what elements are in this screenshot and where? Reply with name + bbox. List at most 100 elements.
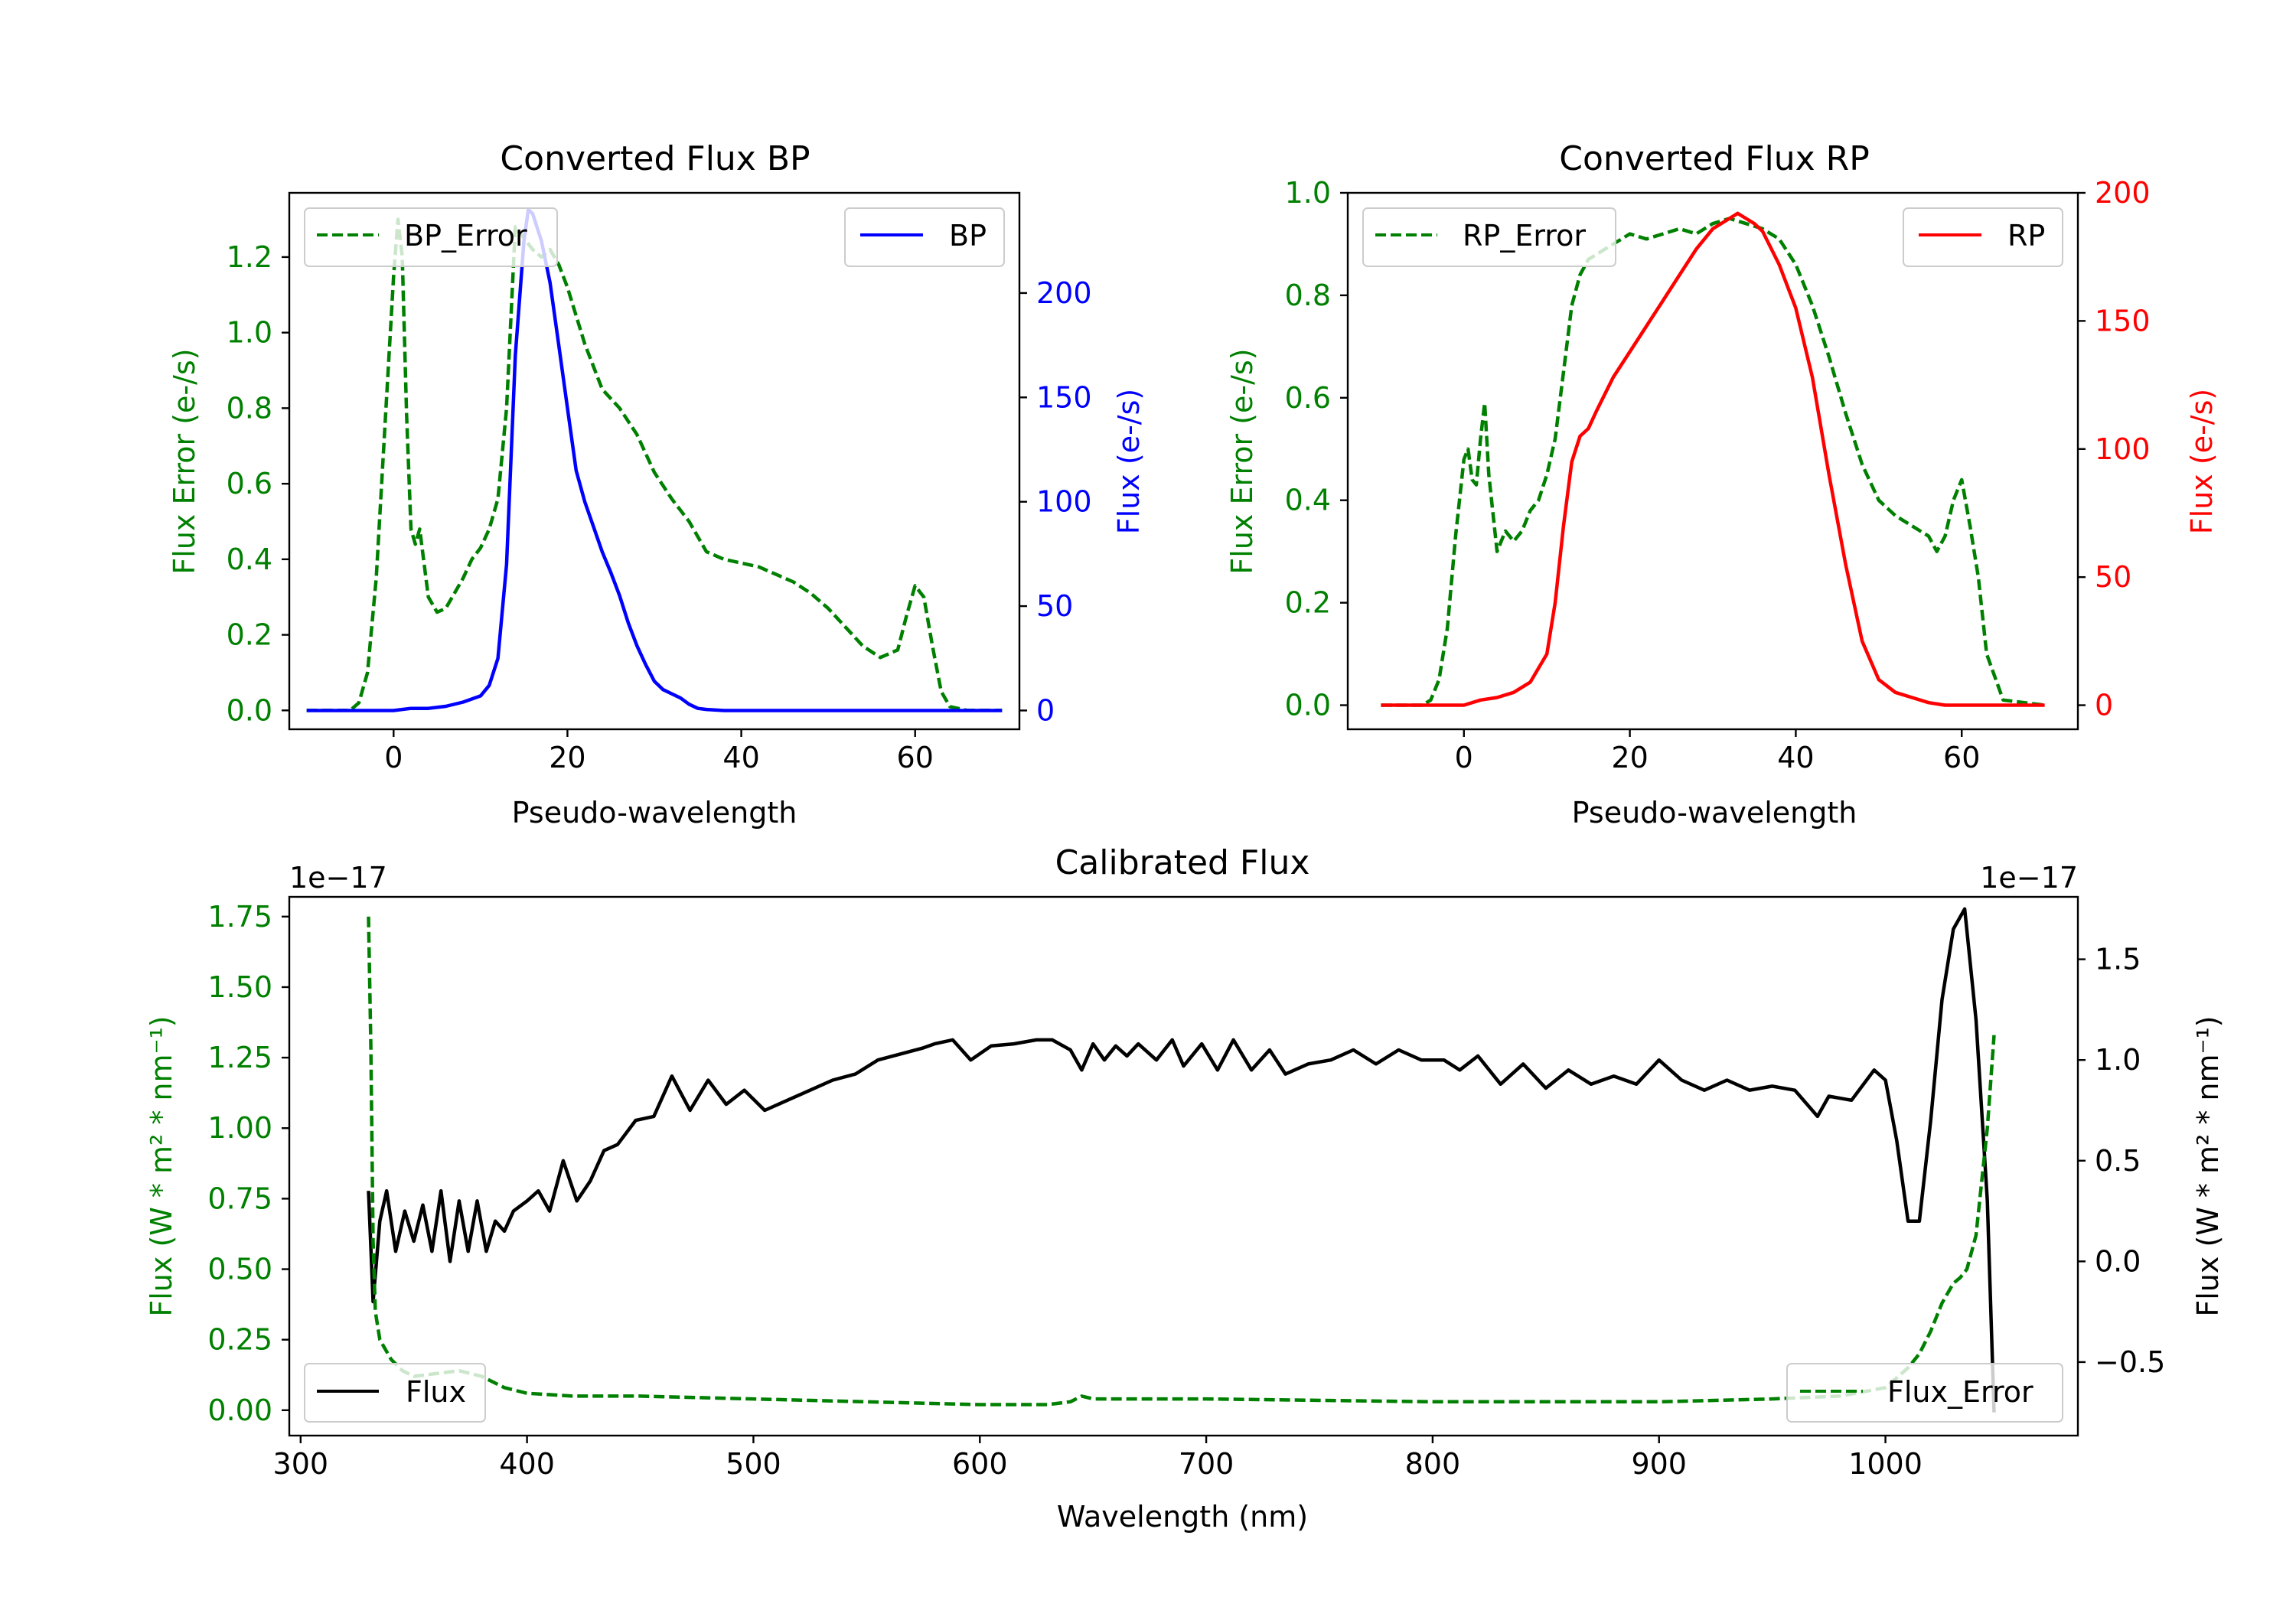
rp-legend-right-box — [1903, 207, 2063, 267]
bp-x-ticks: 0 20 40 60 — [384, 729, 934, 774]
cal-y-left-tick-label: 1.25 — [207, 1041, 272, 1074]
bp-y-left-ticks: 0.0 0.2 0.4 0.6 0.8 1.0 1.2 — [227, 240, 289, 727]
bp-y-right-tick-label: 50 — [1036, 589, 1073, 623]
calibrated-flux-legend-label: Flux — [406, 1375, 466, 1409]
calibrated-chart-panel: Calibrated Flux 1e−17 1e−17 300 400 500 600… — [145, 843, 2225, 1534]
rp-y-left-tick-label: 0.6 — [1285, 381, 1331, 415]
cal-y-left-tick-label: 0.50 — [207, 1253, 272, 1286]
cal-y-left-tick-label: 0.25 — [207, 1323, 272, 1357]
bp-y-left-axis-label: Flux Error (e-/s) — [168, 348, 201, 574]
cal-y-left-tick-label: 0.75 — [207, 1182, 272, 1215]
bp-chart-title: Converted Flux BP — [500, 139, 810, 178]
bp-x-axis-label: Pseudo-wavelength — [512, 796, 797, 830]
bp-chart-panel: Converted Flux BP 0 20 40 60 0.00.20.40.60.… — [168, 139, 1146, 830]
calibrated-chart-title: Calibrated Flux — [1055, 843, 1310, 882]
cal-series-flux — [367, 907, 1996, 1413]
cal-x-tick-label: 600 — [952, 1447, 1008, 1481]
rp-y-right-tick-label: 100 — [2095, 432, 2151, 466]
rp-y-right-ticks: 0 50 100 150 200 — [2078, 176, 2151, 722]
rp-y-left-ticks: 0.0 0.2 0.4 0.6 0.8 1.0 — [1285, 176, 1348, 722]
bp-y-right-tick-label: 100 — [1036, 485, 1092, 519]
bp-legend-right: BP — [844, 207, 1005, 267]
bp-y-right-tick-label: 0 — [1036, 693, 1055, 727]
cal-y-left-tick-label: 1.75 — [207, 900, 272, 934]
cal-x-tick-label: 400 — [499, 1447, 555, 1481]
rp-y-left-tick-label: 0.4 — [1285, 484, 1331, 517]
bp-y-left-tick-label: 1.2 — [227, 240, 272, 274]
rp-x-tick-label: 20 — [1611, 741, 1648, 774]
calibrated-error-legend-label: Flux_Error — [1887, 1375, 2033, 1409]
rp-y-right-axis-label: Flux (e-/s) — [2185, 389, 2219, 534]
rp-x-axis-label: Pseudo-wavelength — [1572, 796, 1857, 830]
bp-y-right-axis-label: Flux (e-/s) — [1112, 389, 1146, 534]
calibrated-left-offset-label: 1e−17 — [289, 861, 387, 895]
cal-y-right-tick-label: 0.5 — [2095, 1144, 2141, 1178]
bp-x-tick-label: 40 — [722, 741, 759, 774]
calibrated-y-right-axis-label: Flux (W * m² * nm⁻¹) — [2191, 1015, 2225, 1316]
rp-x-tick-label: 0 — [1455, 741, 1473, 774]
bp-y-left-tick-label: 0.8 — [227, 391, 272, 425]
rp-y-left-tick-label: 0.8 — [1285, 279, 1331, 312]
rp-y-right-tick-label: 50 — [2095, 560, 2131, 594]
rp-y-right-tick-label: 150 — [2095, 304, 2151, 337]
rp-y-right-tick-label: 0 — [2095, 689, 2113, 722]
rp-y-left-tick-label: 0.0 — [1285, 689, 1331, 722]
rp-legend-right: RP — [1903, 207, 2063, 267]
bp-error-legend-label: BP_Error — [404, 219, 527, 253]
bp-legend-left-box — [304, 207, 558, 267]
bp-x-tick-label: 0 — [384, 741, 403, 774]
cal-y-left-tick-label: 1.50 — [207, 970, 272, 1004]
cal-y-right-tick-label: 1.5 — [2095, 943, 2141, 976]
calibrated-y-left-axis-label: Flux (W * m² * nm⁻¹) — [145, 1015, 178, 1316]
cal-x-tick-label: 1000 — [1848, 1447, 1923, 1481]
calibrated-legend-right-box — [1786, 1363, 2063, 1423]
calibrated-x-ticks: 300 400 500 600 700 800 900 1000 — [273, 1436, 1923, 1481]
bp-y-right-tick-label: 150 — [1036, 380, 1092, 414]
cal-x-tick-label: 500 — [726, 1447, 781, 1481]
calibrated-y-left-ticks: 0.00 0.25 0.50 0.75 1.00 1.25 1.50 1.75 — [207, 900, 289, 1427]
rp-chart-panel: Converted Flux RP 0 20 40 60 0.00.20.40.60.… — [1225, 139, 2219, 830]
cal-x-tick-label: 700 — [1179, 1447, 1234, 1481]
bp-series-bp — [306, 207, 1003, 712]
cal-y-right-tick-label: −0.5 — [2095, 1345, 2165, 1379]
rp-error-legend-label: RP_Error — [1463, 219, 1586, 253]
rp-x-tick-label: 40 — [1777, 741, 1814, 774]
cal-x-tick-label: 800 — [1405, 1447, 1461, 1481]
cal-y-right-tick-label: 1.0 — [2095, 1043, 2141, 1077]
calibrated-right-offset-label: 1e−17 — [1980, 861, 2078, 895]
rp-axes-frame — [1346, 191, 2079, 731]
cal-y-left-tick-label: 0.00 — [207, 1393, 272, 1427]
rp-y-left-axis-label: Flux Error (e-/s) — [1225, 348, 1259, 574]
bp-y-left-tick-label: 1.0 — [227, 316, 272, 350]
calibrated-legend-left-box — [304, 1363, 486, 1423]
bp-legend-left: BP_Error — [304, 207, 558, 267]
rp-legend-left: RP_Error — [1362, 207, 1616, 267]
bp-y-left-tick-label: 0.4 — [227, 543, 272, 576]
rp-y-right-tick-label: 200 — [2095, 176, 2151, 210]
bp-y-right-tick-label: 200 — [1036, 276, 1092, 310]
cal-x-tick-label: 900 — [1631, 1447, 1687, 1481]
cal-y-left-tick-label: 1.00 — [207, 1111, 272, 1145]
bp-x-tick-label: 20 — [549, 741, 585, 774]
bp-plot-area — [306, 207, 1003, 712]
bp-x-tick-label: 60 — [897, 741, 934, 774]
rp-flux-legend-label: RP — [2007, 219, 2045, 253]
bp-axes-frame — [288, 191, 1021, 731]
rp-series-rp-error — [1381, 217, 2045, 707]
cal-y-right-tick-label: 0.0 — [2095, 1244, 2141, 1278]
calibrated-legend-right: Flux_Error — [1786, 1363, 2063, 1423]
calibrated-y-right-ticks: −0.5 0.0 0.5 1.0 1.5 — [2078, 943, 2165, 1379]
rp-legend-left-box — [1362, 207, 1616, 267]
bp-y-right-ticks: 0 50 100 150 200 — [1019, 276, 1092, 727]
calibrated-axes-frame — [288, 895, 2079, 1437]
bp-series-bp-error — [306, 217, 1003, 712]
bp-flux-legend-label: BP — [949, 219, 987, 253]
rp-x-tick-label: 60 — [1943, 741, 1980, 774]
calibrated-x-axis-label: Wavelength (nm) — [1057, 1500, 1308, 1534]
rp-x-ticks: 0 20 40 60 — [1455, 729, 1980, 774]
rp-series-rp — [1381, 211, 2045, 707]
rp-y-left-tick-label: 0.2 — [1285, 586, 1331, 620]
rp-plot-area — [1381, 211, 2045, 707]
